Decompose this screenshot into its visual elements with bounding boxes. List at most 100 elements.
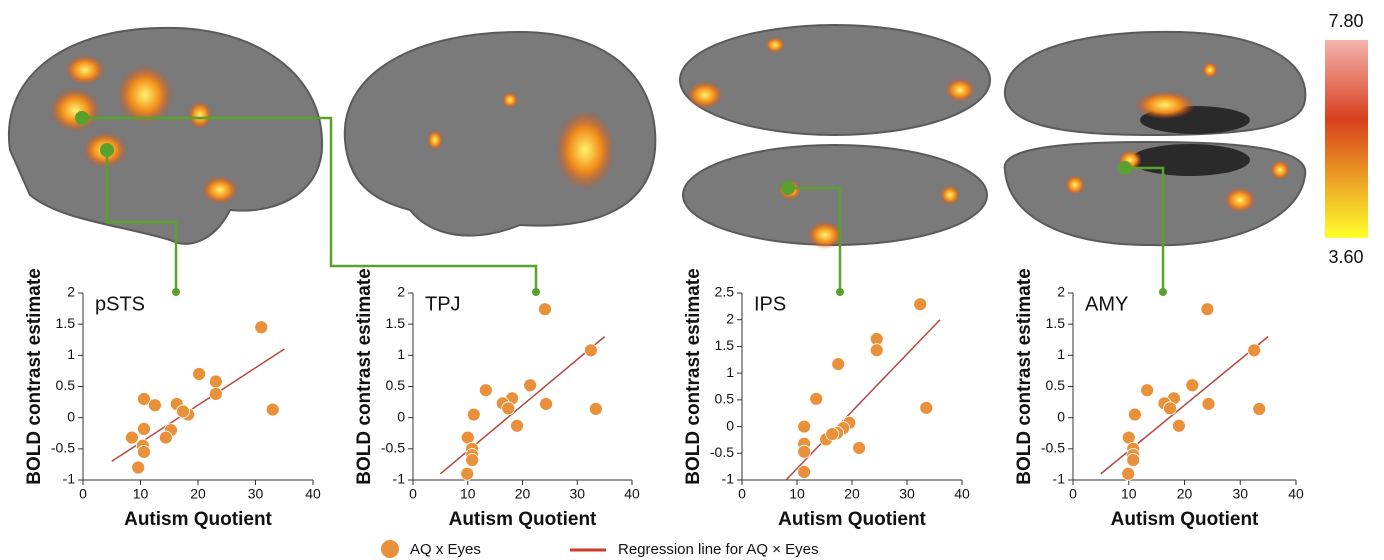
y-tick-label: 0 [1057,408,1065,424]
legend-label: AQ x Eyes [410,541,481,558]
y-tick-label: 1.5 [386,315,406,331]
data-point [584,343,598,358]
data-point [539,397,553,411]
x-tick-label: 0 [738,486,746,502]
y-tick-label: 0 [397,408,405,424]
data-point [466,407,481,422]
data-point [1200,302,1215,317]
data-point [1185,378,1200,393]
data-point [208,387,223,401]
y-axis-label: BOLD contrast estimate [354,268,375,484]
roi-connectors [82,116,1165,292]
y-tick-label: 1.5 [56,315,76,331]
x-axis-label: Autism Quotient [1111,509,1259,530]
data-point [523,378,538,393]
data-point [158,430,173,445]
y-tick-label: 2 [397,284,405,300]
data-point [1172,418,1186,433]
y-tick-label: -1 [63,471,76,487]
data-point [797,465,812,479]
x-axis-label: Autism Quotient [778,509,926,530]
y-tick-label: 1.5 [715,337,735,353]
x-tick-label: 40 [1288,486,1304,502]
panel-title: AMY [1085,293,1128,315]
data-point [147,398,162,413]
data-point [809,391,824,406]
data-point [1163,401,1177,416]
data-point [465,453,480,467]
regression-line [785,319,941,481]
x-tick-label: 40 [305,486,321,502]
y-tick-label: 1 [67,346,75,362]
roi-markers [75,111,1167,296]
x-tick-label: 30 [248,486,264,502]
x-tick-label: 0 [1069,486,1077,502]
regression-line [1100,336,1269,475]
y-tick-label: 2.5 [715,284,735,300]
y-axis-label: BOLD contrast estimate [1014,268,1035,484]
x-tick-label: 30 [899,486,915,502]
y-axis-label: BOLD contrast estimate [24,268,45,484]
y-tick-label: 2 [726,310,734,326]
x-tick-label: 10 [460,486,476,502]
data-point [919,400,934,415]
y-tick-label: -1 [1053,471,1066,487]
x-tick-label: 40 [954,486,970,502]
y-tick-label: 1 [726,364,734,380]
x-tick-label: 10 [133,486,149,502]
data-point [1201,397,1216,411]
panel-title: pSTS [95,293,145,315]
colorbar [1325,40,1368,238]
data-point [538,302,552,317]
data-point [1247,343,1262,358]
data-point [137,392,151,406]
x-tick-label: 20 [844,486,860,502]
data-point [501,401,516,416]
panel-title: IPS [754,293,786,315]
y-tick-label: 0.5 [1046,377,1066,393]
data-point [137,445,151,459]
y-tick-label: 0.5 [386,377,406,393]
y-tick-label: 2 [1057,284,1065,300]
x-tick-label: 20 [1177,486,1193,502]
data-point [1127,407,1142,422]
regression-line [439,336,606,475]
data-point [1121,466,1136,481]
data-point [869,343,884,358]
y-tick-label: 0.5 [715,391,735,407]
data-point [913,297,928,312]
data-point [137,421,151,436]
data-point [208,374,223,389]
data-point [510,418,524,433]
y-tick-label: 0 [67,408,75,424]
x-tick-label: 40 [624,486,640,502]
y-tick-label: -0.5 [710,444,734,460]
data-point [831,357,846,371]
y-tick-label: -1 [393,471,406,487]
x-tick-label: 30 [569,486,585,502]
x-axis-label: Autism Quotient [449,509,597,530]
data-point [1126,453,1141,467]
data-point [852,441,867,455]
y-axis-label: BOLD contrast estimate [683,268,704,484]
y-tick-label: 1 [397,346,405,362]
y-tick-label: -1 [722,471,735,487]
x-tick-label: 30 [1232,486,1248,502]
data-point [797,444,812,459]
data-point [797,419,812,434]
data-point [131,460,146,475]
data-point [254,320,269,335]
x-tick-label: 20 [190,486,206,502]
x-tick-label: 20 [515,486,531,502]
panel-title: TPJ [425,293,461,315]
y-tick-label: -0.5 [51,440,75,456]
brain-renderings [7,24,1307,247]
data-point [192,367,207,381]
data-point [825,427,840,441]
x-tick-label: 0 [79,486,87,502]
x-axis-label: Autism Quotient [124,509,272,530]
data-point [460,466,475,481]
y-tick-label: -0.5 [1041,440,1065,456]
y-tick-label: 2 [67,284,75,300]
